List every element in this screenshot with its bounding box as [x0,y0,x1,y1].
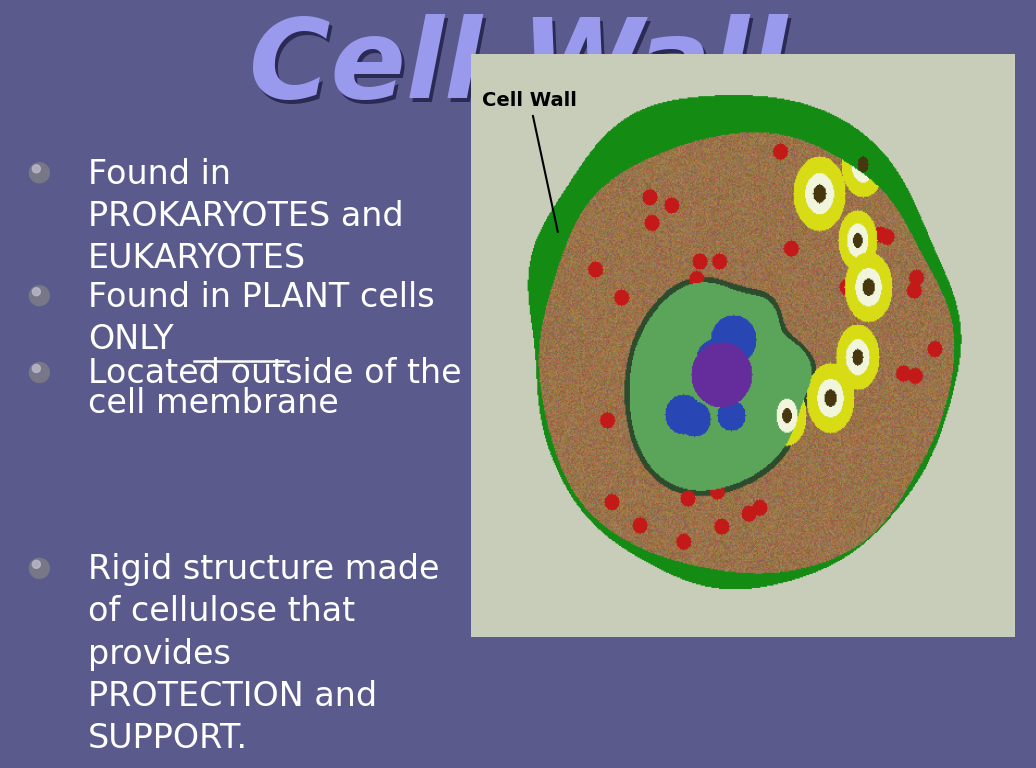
Circle shape [29,558,50,578]
Text: cell membrane: cell membrane [88,388,339,421]
Circle shape [32,365,40,372]
Text: Found in
PROKARYOTES and
EUKARYOTES: Found in PROKARYOTES and EUKARYOTES [88,157,404,275]
Text: Located outside of the: Located outside of the [88,357,462,390]
Circle shape [29,286,50,306]
Circle shape [29,163,50,183]
Text: Found in PLANT cells
ONLY: Found in PLANT cells ONLY [88,280,435,356]
Text: Rigid structure made
of cellulose that
provides
PROTECTION and
SUPPORT.: Rigid structure made of cellulose that p… [88,553,439,755]
Circle shape [32,165,40,173]
Text: Cell Wall: Cell Wall [252,18,790,124]
Circle shape [29,362,50,382]
Text: Cell Wall: Cell Wall [249,15,787,121]
Circle shape [32,561,40,568]
Text: Cell Wall: Cell Wall [482,91,577,232]
Circle shape [32,288,40,296]
